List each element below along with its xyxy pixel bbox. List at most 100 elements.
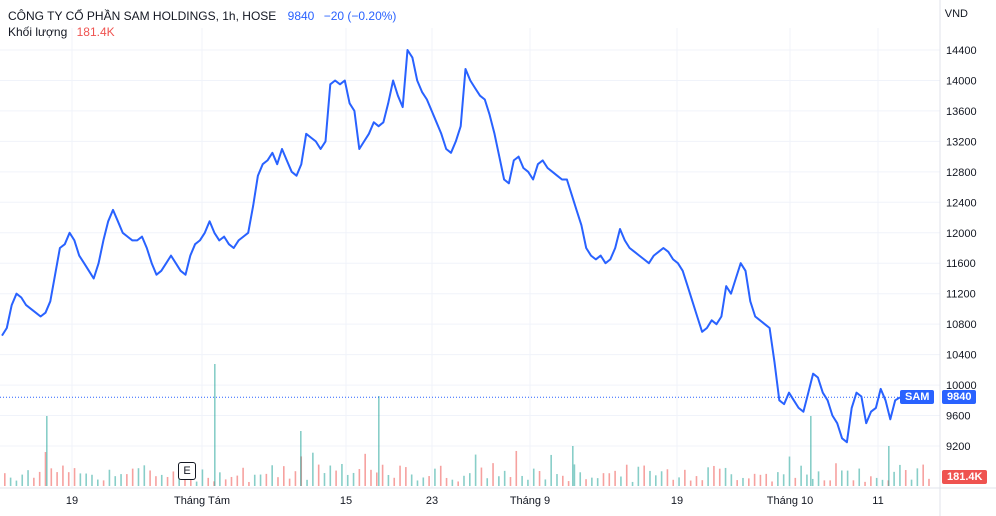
volume-bar bbox=[160, 474, 163, 486]
volume-bar bbox=[614, 470, 616, 486]
volume-bar bbox=[317, 464, 320, 486]
volume-bar bbox=[195, 481, 198, 486]
y-tick-label: 13200 bbox=[946, 136, 977, 148]
earnings-event-marker[interactable]: E bbox=[178, 462, 196, 480]
volume-bar bbox=[376, 472, 378, 486]
y-tick-label: 10000 bbox=[946, 380, 977, 392]
volume-bar bbox=[120, 474, 122, 486]
volume-bar bbox=[393, 477, 396, 486]
x-tick-label: 23 bbox=[426, 495, 438, 507]
volume-bar bbox=[666, 469, 669, 486]
volume-bar bbox=[736, 480, 738, 486]
volume-bar bbox=[800, 465, 802, 486]
volume-bar bbox=[381, 464, 384, 486]
volume-bar bbox=[811, 478, 814, 486]
volume-bar bbox=[79, 473, 82, 486]
volume-bar bbox=[742, 477, 744, 486]
volume-bar bbox=[15, 480, 18, 486]
volume-bar bbox=[782, 474, 785, 486]
volume-bar bbox=[480, 467, 483, 486]
volume-bar bbox=[591, 477, 593, 486]
volume-bar bbox=[817, 471, 820, 486]
volume-bar bbox=[748, 478, 750, 486]
volume-bar bbox=[637, 466, 640, 486]
x-tick-label: 15 bbox=[340, 495, 352, 507]
volume-bar bbox=[550, 454, 552, 486]
volume-bar bbox=[521, 475, 523, 486]
volume-bar bbox=[85, 473, 87, 486]
volume-bar bbox=[852, 480, 855, 486]
volume-bar bbox=[684, 469, 686, 486]
volume-bar bbox=[695, 476, 698, 486]
volume-bar bbox=[538, 471, 541, 486]
x-tick-label: Tháng Tám bbox=[174, 495, 230, 507]
volume-label[interactable]: Khối lượng bbox=[8, 25, 68, 39]
volume-bar bbox=[899, 464, 901, 486]
volume-bar bbox=[387, 474, 390, 486]
volume-bar bbox=[509, 477, 512, 486]
volume-bar bbox=[660, 471, 663, 486]
volume-bar bbox=[50, 468, 53, 486]
y-tick-label: 12800 bbox=[946, 167, 977, 179]
volume-bar bbox=[881, 479, 884, 486]
x-tick-label: Tháng 9 bbox=[510, 495, 550, 507]
volume-bar bbox=[718, 468, 721, 486]
symbol-title[interactable]: CÔNG TY CỔ PHẦN SAM HOLDINGS, 1h, HOSE bbox=[8, 9, 277, 23]
volume-bar bbox=[434, 468, 436, 486]
volume-bar bbox=[643, 465, 645, 486]
volume-bar bbox=[846, 470, 849, 486]
volume-bar bbox=[277, 477, 279, 486]
volume-bar bbox=[405, 467, 407, 486]
volume-bar bbox=[108, 469, 111, 486]
y-tick-label: 12000 bbox=[946, 228, 977, 240]
volume-bar bbox=[544, 479, 547, 486]
volume-bar bbox=[579, 472, 582, 486]
price-series-line[interactable] bbox=[1, 49, 901, 444]
volume-bar bbox=[451, 479, 454, 486]
volume-bar bbox=[271, 465, 273, 486]
volume-bar bbox=[765, 473, 768, 486]
volume-bar bbox=[888, 446, 890, 486]
volume-bar bbox=[131, 468, 134, 486]
volume-bar bbox=[33, 477, 35, 486]
volume-bar bbox=[492, 463, 494, 486]
volume-bar bbox=[283, 466, 285, 486]
volume-bar bbox=[329, 465, 332, 486]
volume-bar bbox=[527, 479, 529, 486]
symbol-row: CÔNG TY CỔ PHẦN SAM HOLDINGS, 1h, HOSE 9… bbox=[8, 8, 396, 24]
volume-bar bbox=[445, 477, 448, 486]
volume-bar bbox=[463, 475, 465, 486]
volume-bar bbox=[806, 474, 808, 486]
y-tick-label: 14000 bbox=[946, 75, 977, 87]
volume-bar bbox=[916, 468, 919, 486]
volume-bar bbox=[358, 469, 361, 486]
volume-bar bbox=[701, 480, 704, 486]
volume-bar bbox=[602, 473, 605, 486]
volume-bar bbox=[794, 477, 797, 486]
volume-bar bbox=[137, 468, 140, 486]
volume-bar bbox=[172, 471, 175, 486]
volume-bar bbox=[143, 465, 146, 486]
volume-bar bbox=[835, 463, 837, 486]
y-tick-label: 9600 bbox=[946, 411, 970, 423]
volume-tag: 181.4K bbox=[942, 470, 988, 484]
volume-bar bbox=[672, 479, 675, 486]
volume-bar bbox=[498, 476, 500, 486]
volume-bar bbox=[596, 478, 599, 486]
volume-bar bbox=[9, 477, 12, 486]
volume-bar bbox=[265, 473, 268, 486]
volume-bar bbox=[300, 431, 302, 486]
y-tick-label: 14400 bbox=[946, 45, 977, 57]
x-tick-label: 19 bbox=[66, 495, 78, 507]
volume-bar bbox=[649, 470, 651, 486]
volume-bar bbox=[875, 477, 878, 486]
currency-label[interactable]: VND bbox=[944, 8, 968, 20]
volume-bar bbox=[38, 471, 41, 486]
volume-bar bbox=[469, 473, 471, 486]
volume-bar bbox=[416, 480, 419, 486]
volume-bar bbox=[4, 473, 6, 486]
volume-bar bbox=[259, 474, 262, 486]
y-tick-label: 12400 bbox=[946, 197, 977, 209]
